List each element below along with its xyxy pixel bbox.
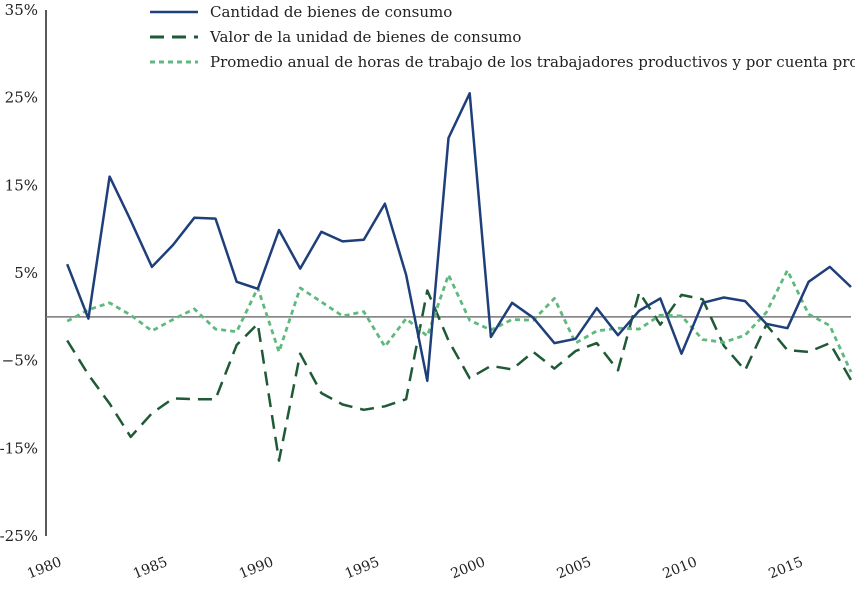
x-tick-label: 2010 (661, 554, 700, 582)
series-line-valor (66, 289, 853, 462)
axes (45, 10, 851, 536)
legend-label-valor: Valor de la unidad de bienes de consumo (209, 28, 521, 46)
y-tick-label: 15% (5, 176, 38, 194)
y-tick-label: -25% (0, 527, 38, 545)
y-tick-label: 25% (5, 89, 38, 107)
legend: Cantidad de bienes de consumo Valor de l… (150, 3, 855, 71)
x-tick-label: 1995 (343, 554, 382, 582)
x-tick-label: 2015 (766, 554, 805, 582)
legend-label-cantidad: Cantidad de bienes de consumo (210, 3, 452, 21)
y-tick-label: 5% (14, 264, 38, 282)
x-tick-label: 2005 (555, 554, 594, 582)
series-lines (66, 92, 853, 462)
x-tick-label: 1980 (25, 554, 64, 582)
y-tick-label: -15% (0, 439, 38, 457)
x-axis-labels: 1980 1985 1990 1995 2000 2005 2010 2015 (25, 554, 805, 582)
x-tick-label: 1985 (131, 554, 170, 582)
legend-item-horas: Promedio anual de horas de trabajo de lo… (150, 53, 855, 71)
series-line-horas (66, 268, 853, 373)
y-tick-label: −5% (2, 352, 38, 370)
legend-item-cantidad: Cantidad de bienes de consumo (150, 3, 452, 21)
x-tick-label: 1990 (237, 554, 276, 582)
legend-item-valor: Valor de la unidad de bienes de consumo (150, 28, 521, 46)
x-tick-label: 2000 (449, 554, 488, 582)
legend-label-horas: Promedio anual de horas de trabajo de lo… (210, 53, 855, 71)
series-line-cantidad (66, 92, 852, 383)
y-tick-label: 35% (5, 1, 38, 19)
y-axis-labels: 35% 25% 15% 5% −5% -15% -25% (0, 1, 38, 545)
